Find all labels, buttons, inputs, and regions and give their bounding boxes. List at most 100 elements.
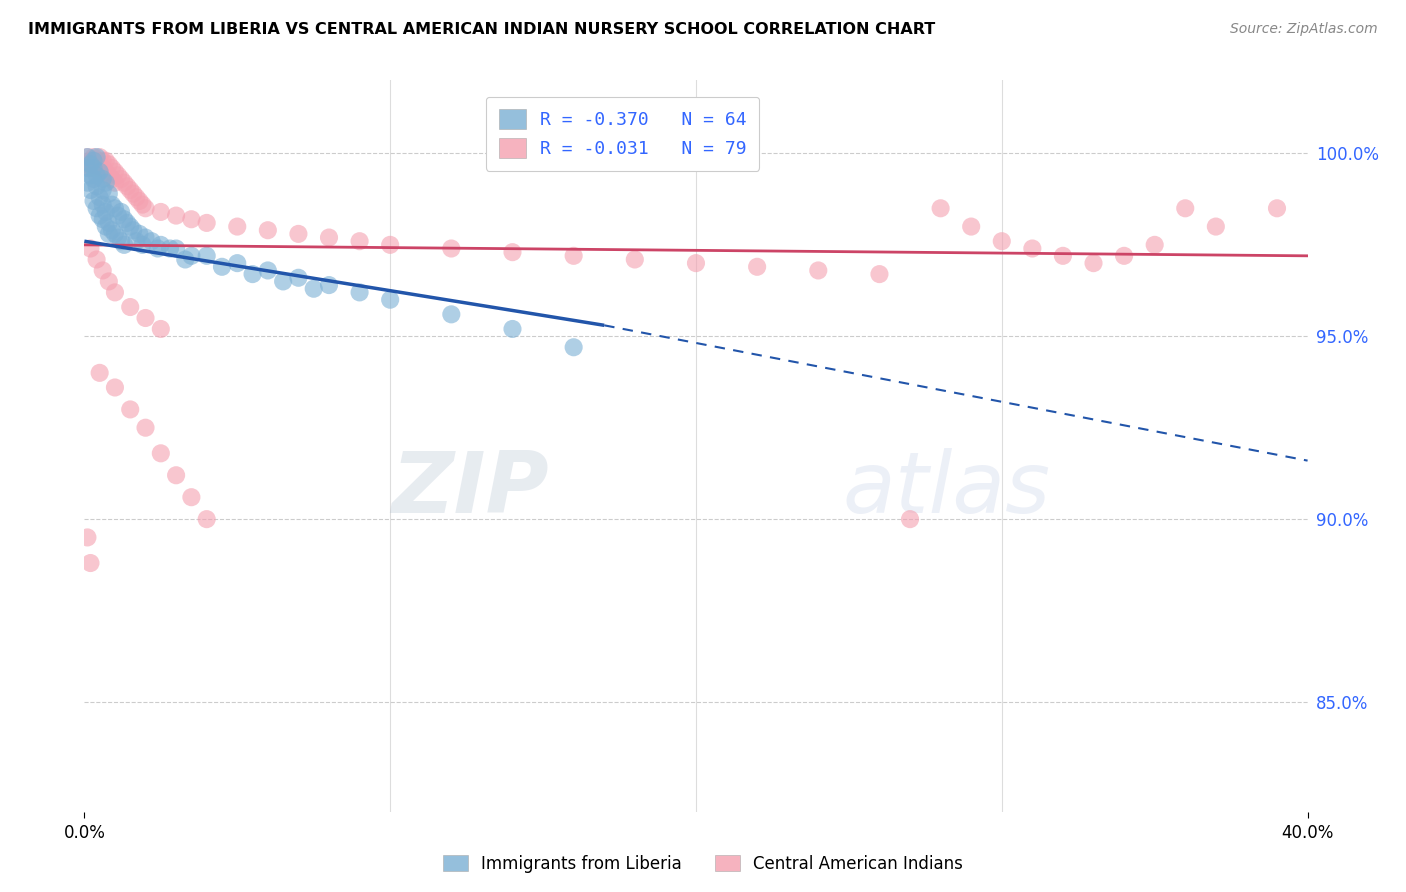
Point [86,179,108,194]
Point [898,512,921,526]
Point [174,252,197,267]
Point [94,153,117,168]
Point [131,197,153,211]
Point [122,186,145,201]
Point [929,202,952,216]
Point [149,446,172,460]
Point [104,227,127,241]
Point [101,223,124,237]
Point [195,216,218,230]
Point [83,150,105,164]
Point [128,194,150,208]
Point [89,157,111,171]
Point [1052,249,1074,263]
Legend: Immigrants from Liberia, Central American Indians: Immigrants from Liberia, Central America… [436,848,970,880]
Point [83,172,105,186]
Point [89,366,111,380]
Point [89,190,111,204]
Point [257,223,280,237]
Point [79,556,101,570]
Point [79,242,101,256]
Point [135,420,157,434]
Point [318,278,340,293]
Point [83,153,105,168]
Point [287,227,309,241]
Point [101,161,124,175]
Point [97,157,120,171]
Point [991,234,1014,248]
Point [76,157,98,171]
Point [380,293,402,307]
Legend: R = -0.370   N = 64, R = -0.031   N = 79: R = -0.370 N = 64, R = -0.031 N = 79 [486,96,759,170]
Point [86,169,108,183]
Point [807,263,830,277]
Point [146,242,169,256]
Point [112,212,135,227]
Point [120,402,142,417]
Point [1083,256,1105,270]
Point [135,311,157,326]
Point [502,245,524,260]
Point [122,223,145,237]
Point [91,212,114,227]
Point [1143,237,1166,252]
Point [79,157,101,171]
Point [380,237,402,252]
Point [91,153,114,168]
Point [110,205,132,219]
Point [83,194,105,208]
Point [79,183,101,197]
Point [91,183,114,197]
Point [86,150,108,164]
Point [97,186,120,201]
Point [180,212,202,227]
Point [159,242,181,256]
Point [141,234,163,248]
Point [94,219,117,234]
Point [76,150,98,164]
Point [149,322,172,336]
Point [318,230,340,244]
Point [125,234,148,248]
Point [91,263,114,277]
Point [149,237,172,252]
Point [89,164,111,178]
Point [76,150,98,164]
Point [440,242,463,256]
Point [562,340,585,354]
Point [685,256,707,270]
Point [94,205,117,219]
Point [79,153,101,168]
Point [195,249,218,263]
Point [271,274,294,288]
Point [104,285,127,300]
Point [165,209,187,223]
Point [91,197,114,211]
Point [89,209,111,223]
Point [89,150,111,164]
Point [83,161,105,175]
Point [226,256,249,270]
Point [502,322,524,336]
Point [97,169,120,183]
Point [1021,242,1043,256]
Point [104,176,127,190]
Text: atlas: atlas [842,449,1050,532]
Point [135,230,157,244]
Point [302,282,325,296]
Point [747,260,769,274]
Point [624,252,647,267]
Point [128,227,150,241]
Point [149,205,172,219]
Point [76,161,98,175]
Point [195,512,218,526]
Point [349,285,371,300]
Point [86,202,108,216]
Point [91,172,114,186]
Point [86,153,108,168]
Point [101,172,124,186]
Point [1114,249,1136,263]
Point [180,490,202,504]
Point [242,267,264,281]
Point [86,252,108,267]
